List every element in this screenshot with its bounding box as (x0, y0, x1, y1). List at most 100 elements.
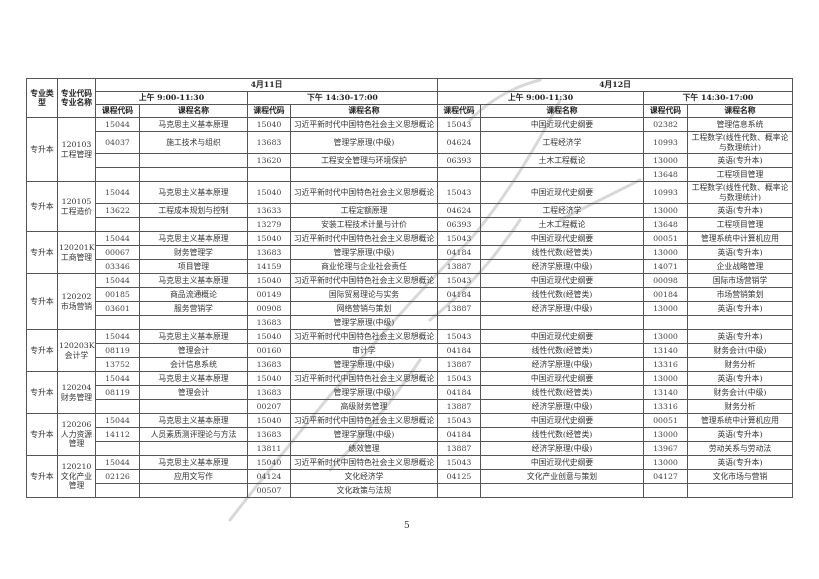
course-code: 00149 (247, 287, 291, 302)
course-name: 中国近现代史纲要 (480, 413, 644, 428)
course-code: 04184 (437, 385, 481, 400)
major-code: 120206 (61, 420, 92, 430)
course-name (139, 217, 248, 232)
table-row: 13811 绩效管理 13887 经济学原理(中级) 13967 劳动关系与劳动法 (27, 441, 793, 456)
course-code: 15040 (247, 413, 291, 428)
table-row: 专升本 120201K 工商管理 15044 马克思主义基本原理 15040 习近平新时代中… (26, 231, 793, 274)
course-name: 线性代数(经管类) (480, 427, 644, 442)
table-row: 13279 安装工程技术计量与计价 06393 土木工程概论 13648 工程项目管理 (27, 217, 793, 232)
course-code: 00507 (247, 483, 291, 498)
course-code: 00908 (247, 301, 291, 316)
course-name: 工程数学(线性代数、概率论与数理统计) (687, 131, 793, 154)
major-cell: 120206 人力资源管理 (57, 413, 96, 456)
session-header: 下午 14:30-17:00 (643, 91, 793, 105)
course-code: 15043 (437, 231, 481, 246)
course-code: 15040 (247, 231, 291, 246)
table-row: 03346 项目管理 14159 商业伦理与企业社会责任 13887 经济学原理(中级) 1… (27, 259, 793, 274)
course-code: 13000 (643, 245, 688, 260)
course-name: 工程项目管理 (687, 167, 793, 182)
course-name: 劳动关系与劳动法 (687, 441, 793, 456)
major-type-header: 专业类型 (26, 78, 58, 118)
course-code: 13140 (643, 385, 688, 400)
course-code: 13000 (643, 301, 688, 316)
table-row: 专升本 120210 文化产业管理 15044 马克思主义基本原理 15040 习近平新时代… (26, 455, 793, 498)
course-code (95, 441, 140, 456)
course-name: 土木工程概论 (480, 153, 644, 168)
major-type: 专升本 (26, 329, 58, 372)
table-row: 08119 管理会计 13683 管理学原理(中级) 04184 线性代数(经管类) 131… (27, 385, 793, 400)
course-name (139, 315, 248, 330)
course-code: 02382 (643, 117, 688, 132)
course-name: 中国近现代史纲要 (480, 117, 644, 132)
course-code (437, 483, 481, 498)
major-type: 专升本 (26, 455, 58, 498)
course-name: 商业伦理与企业社会责任 (290, 259, 438, 274)
course-name-header: 课程名称 (480, 104, 644, 118)
course-code: 15044 (95, 329, 140, 344)
course-code: 13683 (247, 385, 291, 400)
course-name (687, 315, 793, 330)
course-name (290, 167, 438, 182)
course-name: 文化经济学 (290, 469, 438, 484)
session-header: 上午 9:00-11:30 (437, 91, 644, 105)
course-code: 13316 (643, 399, 688, 414)
course-code (247, 167, 291, 182)
course-name: 马克思主义基本原理 (139, 117, 248, 132)
course-code-header: 课程代码 (437, 104, 481, 118)
major-name: 财务管理 (60, 392, 93, 402)
course-name: 管理会计 (139, 343, 248, 358)
course-code: 13683 (247, 315, 291, 330)
major-code: 120204 (61, 383, 92, 392)
course-code: 15044 (95, 117, 140, 132)
major-name: 工程管理 (60, 149, 93, 159)
course-name: 服务营销学 (139, 301, 248, 316)
course-code: 13887 (437, 357, 481, 372)
major-code: 120201K (59, 243, 95, 252)
table-row: 13648 工程项目管理 (27, 167, 793, 182)
course-name: 工程安全管理与环境保护 (290, 153, 438, 168)
table-row: 08119 管理会计 00160 审计学 04184 线性代数(经管类) 13140 财务会计… (27, 343, 793, 358)
course-name: 英语(专升本) (687, 153, 793, 168)
course-name: 中国近现代史纲要 (480, 273, 644, 288)
major-type: 专升本 (26, 371, 58, 414)
course-name: 马克思主义基本原理 (139, 413, 248, 428)
course-code: 15043 (437, 117, 481, 132)
table-row: 00067 财务管理学 13683 管理学原理(中级) 04184 线性代数(经管类) 13… (27, 245, 793, 260)
course-code: 15040 (247, 273, 291, 288)
course-name: 审计学 (290, 343, 438, 358)
course-code: 13316 (643, 357, 688, 372)
table-row: 14112 人员素质测评理论与方法 13683 管理学原理(中级) 04184 线性代数(… (27, 427, 793, 442)
course-code: 13967 (643, 441, 688, 456)
course-code (643, 315, 688, 330)
course-code: 13622 (95, 203, 140, 218)
course-code: 15040 (247, 117, 291, 132)
course-name-header: 课程名称 (687, 104, 793, 118)
course-code: 04624 (437, 131, 481, 154)
course-name: 习近平新时代中国特色社会主义思想概论 (290, 117, 438, 132)
course-code: 00098 (643, 273, 688, 288)
course-code: 10993 (643, 181, 688, 204)
course-code: 15044 (95, 413, 140, 428)
course-name: 经济学原理(中级) (480, 301, 644, 316)
course-name (139, 483, 248, 498)
course-name: 习近平新时代中国特色社会主义思想概论 (290, 273, 438, 288)
course-name: 中国近现代史纲要 (480, 455, 644, 470)
course-name: 马克思主义基本原理 (139, 273, 248, 288)
course-name: 应用文写作 (139, 469, 248, 484)
table-row: 专升本 120203K 会计学 15044 马克思主义基本原理 15040 习近平新时代中国… (26, 329, 793, 372)
course-code: 10993 (643, 131, 688, 154)
major-cell: 120210 文化产业管理 (57, 455, 96, 498)
course-name: 马克思主义基本原理 (139, 181, 248, 204)
course-name: 文化产业创意与策划 (480, 469, 644, 484)
course-code: 04127 (643, 469, 688, 484)
course-name: 企业战略管理 (687, 259, 793, 274)
course-code: 08119 (95, 343, 140, 358)
course-code: 15044 (95, 455, 140, 470)
course-code (437, 315, 481, 330)
course-code: 15040 (247, 455, 291, 470)
course-code: 13000 (643, 455, 688, 470)
major-type: 专升本 (26, 181, 58, 232)
session-header: 上午 9:00-11:30 (95, 91, 248, 105)
course-code (95, 483, 140, 498)
major-code: 120103 (61, 140, 92, 149)
